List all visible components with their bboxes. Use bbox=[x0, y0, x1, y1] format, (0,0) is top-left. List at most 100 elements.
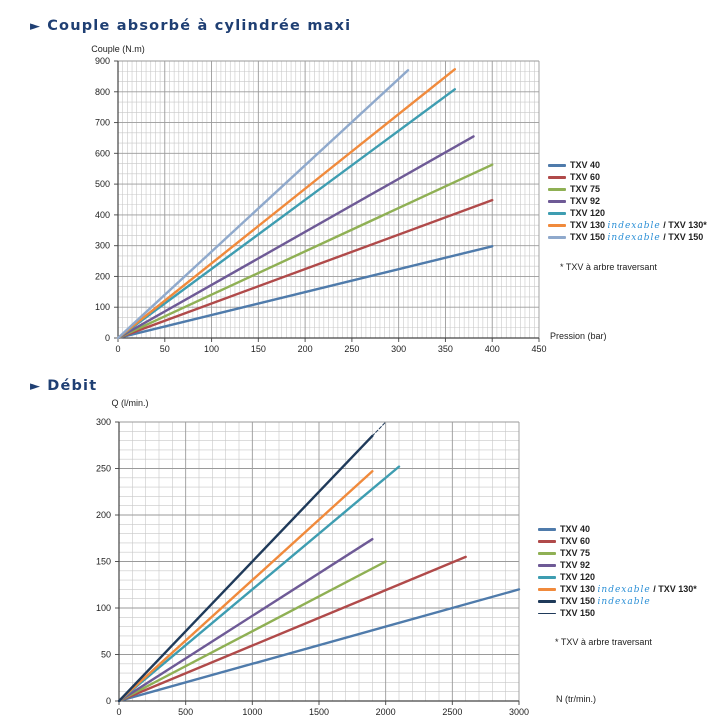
y-tick-label: 150 bbox=[96, 557, 111, 567]
y-tick-label: 0 bbox=[105, 333, 110, 343]
section-title: Couple absorbé à cylindrée maxi bbox=[47, 18, 352, 34]
legend-label: TXV 120 bbox=[560, 572, 596, 582]
legend-swatch bbox=[548, 176, 566, 180]
legend-label-suffix: / TXV 150 bbox=[660, 232, 704, 242]
y-tick-label: 900 bbox=[95, 56, 110, 66]
x-tick-label: 250 bbox=[344, 344, 359, 354]
section-heading-debit: ► Débit bbox=[30, 378, 97, 394]
legend-label-indexable: indexable bbox=[597, 597, 651, 607]
series-line-txv-40 bbox=[117, 588, 521, 703]
legend-swatch bbox=[548, 224, 566, 228]
legend-label: TXV 120 bbox=[570, 208, 606, 218]
legend-label: TXV 130 bbox=[560, 584, 598, 594]
x-tick-label: 2500 bbox=[442, 707, 462, 717]
legend-label: TXV 40 bbox=[560, 524, 591, 534]
y-tick-label: 500 bbox=[95, 179, 110, 189]
y-axis-label: Couple (N.m) bbox=[91, 44, 145, 54]
legend-swatch bbox=[538, 600, 556, 604]
legend-swatch bbox=[538, 612, 556, 615]
legend-label: TXV 150 bbox=[560, 608, 596, 618]
x-tick-label: 400 bbox=[485, 344, 500, 354]
legend-label: TXV 60 bbox=[570, 172, 601, 182]
legend-entry: TXV 60 bbox=[538, 535, 697, 547]
legend-label: TXV 75 bbox=[560, 548, 591, 558]
legend-entry: TXV 75 bbox=[548, 183, 707, 195]
x-tick-label: 0 bbox=[115, 344, 120, 354]
legend-label: TXV 92 bbox=[560, 560, 591, 570]
x-tick-label: 1000 bbox=[242, 707, 262, 717]
legend-swatch bbox=[538, 576, 556, 580]
legend-entry: TXV 60 bbox=[548, 171, 707, 183]
legend-couple: TXV 40 TXV 60 TXV 75 TXV 92 TXV 120 TXV 130 i… bbox=[548, 159, 707, 243]
legend-entry: TXV 40 bbox=[538, 523, 697, 535]
x-tick-label: 200 bbox=[298, 344, 313, 354]
legend-note-debit: * TXV à arbre traversant bbox=[555, 637, 652, 647]
legend-label: TXV 75 bbox=[570, 184, 601, 194]
legend-label-indexable: indexable bbox=[607, 221, 661, 231]
legend-label: TXV 150 bbox=[570, 232, 608, 242]
series-line-txv-92 bbox=[116, 135, 475, 340]
y-tick-label: 200 bbox=[96, 510, 111, 520]
legend-label: TXV 130 bbox=[570, 220, 608, 230]
x-tick-label: 50 bbox=[160, 344, 170, 354]
y-tick-label: 800 bbox=[95, 87, 110, 97]
x-tick-label: 150 bbox=[251, 344, 266, 354]
x-tick-label: 1500 bbox=[309, 707, 329, 717]
x-axis-label: Pression (bar) bbox=[550, 331, 607, 341]
y-tick-label: 200 bbox=[95, 271, 110, 281]
legend-entry: TXV 150 indexable / TXV 150 bbox=[548, 231, 707, 243]
legend-entry: TXV 130 indexable / TXV 130* bbox=[548, 219, 707, 231]
legend-swatch bbox=[538, 528, 556, 532]
y-tick-label: 0 bbox=[106, 696, 111, 706]
y-tick-label: 700 bbox=[95, 118, 110, 128]
legend-entry: TXV 92 bbox=[548, 195, 707, 207]
legend-swatch bbox=[548, 164, 566, 168]
y-tick-label: 250 bbox=[96, 464, 111, 474]
series-line-txv-150-extension bbox=[371, 421, 387, 437]
legend-entry: TXV 120 bbox=[548, 207, 707, 219]
legend-label: TXV 40 bbox=[570, 160, 601, 170]
y-tick-label: 400 bbox=[95, 210, 110, 220]
legend-label-suffix: / TXV 130* bbox=[650, 584, 697, 594]
y-tick-label: 300 bbox=[96, 417, 111, 427]
legend-label: TXV 60 bbox=[560, 536, 591, 546]
y-tick-label: 600 bbox=[95, 148, 110, 158]
series-line-txv-150 bbox=[117, 434, 374, 703]
legend-entry: TXV 75 bbox=[538, 547, 697, 559]
legend-note-couple: * TXV à arbre traversant bbox=[560, 262, 657, 272]
series-line-txv-150 bbox=[116, 69, 410, 340]
legend-swatch bbox=[548, 236, 566, 240]
x-tick-label: 0 bbox=[116, 707, 121, 717]
x-tick-label: 2000 bbox=[376, 707, 396, 717]
series-line-txv-130 bbox=[116, 68, 456, 340]
legend-swatch bbox=[538, 552, 556, 556]
series-line-txv-130 bbox=[117, 470, 374, 703]
x-tick-label: 500 bbox=[178, 707, 193, 717]
series-line-txv-92 bbox=[117, 537, 374, 703]
legend-swatch bbox=[548, 188, 566, 192]
series-line-txv-60 bbox=[117, 555, 467, 703]
legend-swatch bbox=[538, 564, 556, 568]
x-tick-label: 100 bbox=[204, 344, 219, 354]
y-tick-label: 100 bbox=[96, 603, 111, 613]
triangle-bullet-icon: ► bbox=[30, 379, 42, 394]
y-axis-label: Q (l/min.) bbox=[112, 398, 149, 408]
legend-label-suffix: / TXV 130* bbox=[660, 220, 707, 230]
legend-swatch bbox=[538, 588, 556, 592]
x-tick-label: 3000 bbox=[509, 707, 529, 717]
x-tick-label: 300 bbox=[391, 344, 406, 354]
legend-label-indexable: indexable bbox=[607, 233, 661, 243]
legend-entry: TXV 40 bbox=[548, 159, 707, 171]
series-line-txv-120 bbox=[116, 88, 456, 340]
y-tick-label: 50 bbox=[101, 650, 111, 660]
y-tick-label: 300 bbox=[95, 241, 110, 251]
legend-entry: TXV 130 indexable / TXV 130* bbox=[538, 583, 697, 595]
legend-swatch bbox=[538, 540, 556, 544]
series-line-txv-75 bbox=[116, 163, 494, 340]
series-line-txv-40 bbox=[116, 245, 494, 340]
triangle-bullet-icon: ► bbox=[30, 19, 42, 34]
legend-entry: TXV 150 bbox=[538, 607, 697, 619]
y-tick-label: 100 bbox=[95, 302, 110, 312]
x-tick-label: 450 bbox=[531, 344, 546, 354]
